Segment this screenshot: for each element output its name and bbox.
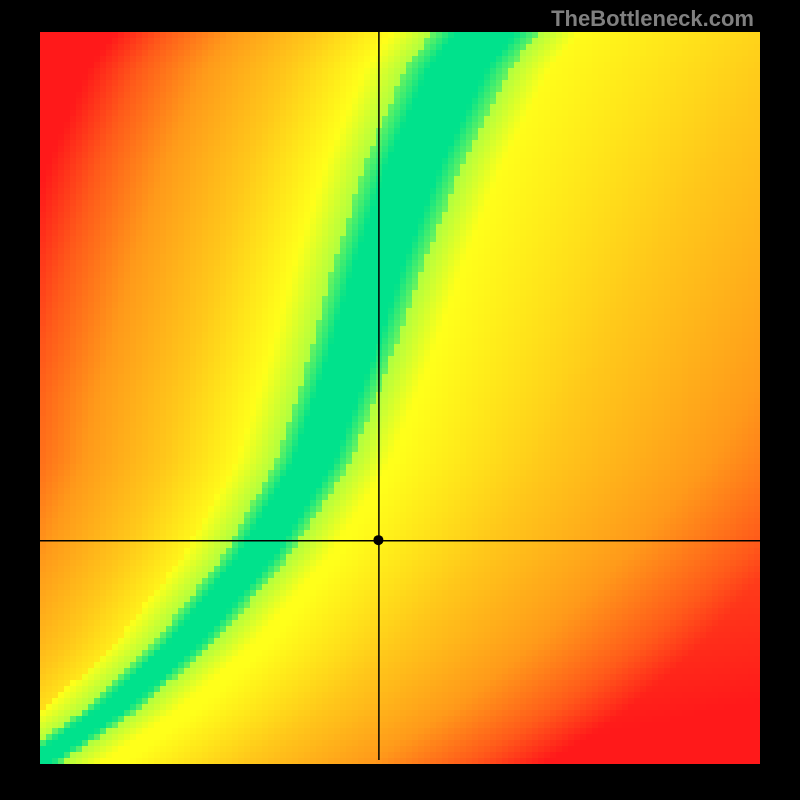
chart-container: { "watermark": { "text": "TheBottleneck.… <box>0 0 800 800</box>
watermark-text: TheBottleneck.com <box>551 6 754 32</box>
heatmap-canvas <box>0 0 800 800</box>
